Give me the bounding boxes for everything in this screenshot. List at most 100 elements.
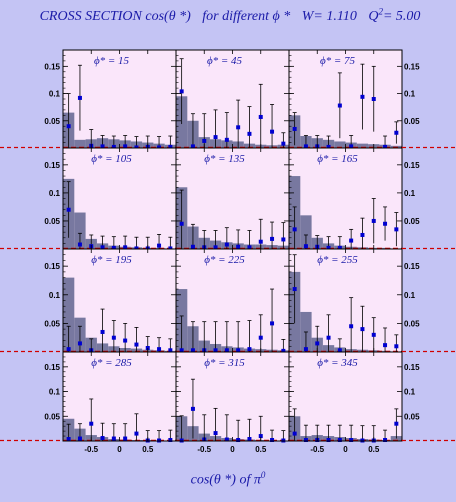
data-point <box>303 144 308 149</box>
chart-title: CROSS SECTION cos(θ *) for different ϕ *… <box>0 6 456 25</box>
panel-12: 0.15 0.1 0.05 ϕ* = 345 -0.5 0 0.5 <box>288 351 420 454</box>
title-q2-label: Q <box>368 8 379 24</box>
data-point <box>247 131 252 136</box>
panel-7: 0.15 0.1 0.05 ϕ* = 195 <box>44 248 177 353</box>
y-tick-label: 0.1 <box>404 189 416 198</box>
data-point <box>315 341 320 346</box>
data-point <box>168 348 173 353</box>
title-middle: for different ϕ * <box>202 8 291 24</box>
data-point <box>303 438 308 443</box>
data-point <box>123 245 128 250</box>
data-point <box>383 221 388 226</box>
title-w: W= 1.110 <box>301 8 357 24</box>
data-point <box>337 438 342 443</box>
panel-1: 0.15 0.1 0.05 ϕ* = 15 <box>44 49 177 150</box>
data-point <box>394 227 399 232</box>
panel-8: ϕ* = 225 <box>175 248 290 353</box>
y-tick-label: 0.1 <box>49 189 61 198</box>
data-point <box>371 218 376 223</box>
data-point <box>168 438 173 443</box>
panel-4: 0.15 0.1 0.05 ϕ* = 105 <box>44 147 177 251</box>
panel-3: 0.15 0.1 0.05 ϕ* = 75 <box>288 49 420 149</box>
data-point <box>247 437 252 442</box>
y-tick-label: 0.15 <box>404 262 420 271</box>
data-point <box>292 126 297 131</box>
data-point <box>157 243 162 248</box>
data-point <box>157 145 162 150</box>
panel-label: ϕ* = 345 <box>317 357 358 369</box>
data-point <box>145 345 150 350</box>
data-point <box>394 130 399 135</box>
data-point <box>100 436 105 441</box>
data-point <box>394 344 399 349</box>
y-tick-label: 0.05 <box>44 319 60 328</box>
data-point <box>190 144 195 149</box>
y-tick-label: 0.1 <box>404 388 416 397</box>
data-point <box>349 238 354 243</box>
data-point <box>157 347 162 352</box>
data-point <box>270 236 275 241</box>
data-point <box>383 144 388 149</box>
data-point <box>100 245 105 250</box>
data-point <box>123 144 128 149</box>
data-point <box>224 437 229 442</box>
panel-background <box>289 50 402 148</box>
data-point <box>337 348 342 353</box>
data-point <box>360 94 365 99</box>
panel-background <box>289 352 402 441</box>
x-tick-label: -0.5 <box>310 445 324 454</box>
data-point <box>111 436 116 441</box>
data-point <box>337 103 342 108</box>
data-point <box>190 406 195 411</box>
panel-label: ϕ* = 45 <box>207 55 243 67</box>
data-point <box>111 335 116 340</box>
data-point <box>326 245 331 250</box>
x-axis-label: cos(θ *) of π0 <box>0 470 456 489</box>
data-point <box>179 348 184 353</box>
x-axis-label-sup: 0 <box>260 470 266 480</box>
data-point <box>100 329 105 334</box>
panel-background <box>63 352 176 441</box>
data-point <box>123 338 128 343</box>
data-point <box>77 436 82 441</box>
panel-label: ϕ* = 15 <box>94 55 130 67</box>
data-point <box>349 144 354 149</box>
x-tick-label: 0.5 <box>255 445 267 454</box>
data-point <box>281 348 286 353</box>
data-point <box>123 436 128 441</box>
data-point <box>236 438 241 443</box>
y-tick-label: 0.05 <box>44 412 60 421</box>
x-tick-label: 0.5 <box>368 445 380 454</box>
panel-11: ϕ* = 315 -0.5 0 0.5 <box>175 351 290 454</box>
panel-label: ϕ* = 195 <box>91 254 132 266</box>
data-point <box>258 434 263 439</box>
data-point <box>111 245 116 250</box>
hist-bar <box>300 215 312 249</box>
y-tick-label: 0.15 <box>404 161 420 170</box>
x-tick-label: 0.5 <box>142 445 154 454</box>
y-tick-label: 0.05 <box>404 217 420 226</box>
data-point <box>258 114 263 119</box>
data-point <box>281 141 286 146</box>
y-tick-label: 0.15 <box>44 262 60 271</box>
y-tick-label: 0.15 <box>404 363 420 372</box>
data-point <box>258 335 263 340</box>
data-point <box>360 232 365 237</box>
data-point <box>66 207 71 212</box>
y-tick-label: 0.15 <box>44 62 60 71</box>
panel-label: ϕ* = 105 <box>91 153 132 165</box>
data-point <box>383 438 388 443</box>
data-point <box>179 221 184 226</box>
panel-9: 0.15 0.1 0.05 ϕ* = 255 <box>288 248 420 353</box>
y-tick-label: 0.1 <box>404 90 416 99</box>
panel-label: ϕ* = 135 <box>204 153 245 165</box>
data-point <box>190 244 195 249</box>
data-point <box>383 343 388 348</box>
data-point <box>179 89 184 94</box>
title-main: CROSS SECTION cos(θ *) <box>39 8 191 24</box>
data-point <box>281 237 286 242</box>
data-point <box>349 324 354 329</box>
data-point <box>236 244 241 249</box>
y-tick-label: 0.05 <box>404 412 420 421</box>
x-tick-label: 0 <box>230 445 235 454</box>
